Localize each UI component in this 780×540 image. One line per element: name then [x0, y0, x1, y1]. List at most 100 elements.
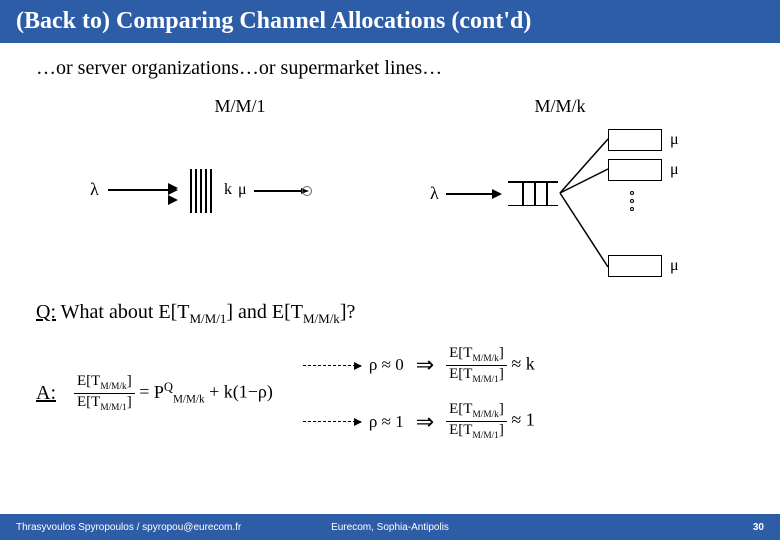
mmk-mu-2: μ: [670, 161, 679, 179]
num: E[TM/M/k]: [446, 401, 507, 422]
dot-icon: [630, 207, 634, 211]
result-rho0: ρ ≈ 0 ⇒ E[TM/M/k] E[TM/M/1] ≈ k: [303, 345, 535, 385]
bar-icon: [210, 169, 212, 213]
mm1-title: M/M/1: [90, 96, 390, 117]
t: M/M/1: [100, 403, 126, 413]
lhs-num: E[TM/M/k]: [74, 373, 135, 394]
r0-frac: E[TM/M/k] E[TM/M/1] ≈ k: [446, 345, 535, 385]
diagram-mmk: M/M/k λ: [430, 96, 690, 287]
t: ]: [499, 366, 504, 382]
server-box-1: [608, 129, 662, 151]
den: E[TM/M/1]: [446, 366, 507, 386]
q-mid: ] and E[T: [226, 301, 303, 323]
approx-k: ≈ k: [511, 353, 534, 373]
t: M/M/k: [472, 410, 498, 420]
q-after: ]?: [340, 301, 356, 323]
bar-icon: [508, 181, 558, 183]
server-box-k: [608, 255, 662, 277]
num: E[TM/M/k]: [446, 345, 507, 366]
t: M/M/1: [472, 431, 498, 441]
q-prefix: Q:: [36, 301, 56, 323]
slide-title: (Back to) Comparing Channel Allocations …: [0, 0, 780, 43]
mm1-arrow: [108, 189, 170, 191]
answer-row: A: E[TM/M/k] E[TM/M/1] = PQM/M/k + k(1−ρ…: [36, 345, 744, 442]
footer-bar: Thrasyvoulos Spyropoulos / spyropou@eure…: [0, 514, 780, 540]
q-text-1: What about E[T: [56, 301, 189, 323]
subtitle: …or server organizations…or supermarket …: [36, 57, 744, 80]
t: E[T: [77, 394, 100, 410]
t: E[T: [449, 401, 472, 417]
t: P: [154, 382, 164, 402]
results-block: ρ ≈ 0 ⇒ E[TM/M/k] E[TM/M/1] ≈ k ρ ≈ 1 ⇒: [303, 345, 535, 442]
frac: E[TM/M/k] E[TM/M/1]: [446, 401, 507, 441]
mmk-queue: [508, 181, 558, 206]
dot-icon: [630, 199, 634, 203]
frac: E[TM/M/k] E[TM/M/1]: [446, 345, 507, 385]
t: ]: [499, 422, 504, 438]
diagram-mm1: M/M/1 λ k μ: [90, 96, 390, 247]
diagrams-row: M/M/1 λ k μ: [36, 96, 744, 287]
t: M/M/k: [472, 354, 498, 364]
imply-icon: ⇒: [416, 352, 434, 378]
bar-icon: [205, 169, 207, 213]
pq: PQM/M/k: [154, 382, 205, 402]
t: E[T: [449, 345, 472, 361]
mm1-lambda: λ: [90, 179, 99, 200]
t: M/M/1: [472, 375, 498, 385]
imply-icon: ⇒: [416, 409, 434, 435]
mm1-queue-bars: [190, 169, 212, 213]
footer-left: Thrasyvoulos Spyropoulos / spyropou@eure…: [16, 522, 241, 533]
server-box-2: [608, 159, 662, 181]
sink-icon: [302, 186, 312, 196]
q-sub2: M/M/k: [303, 311, 340, 326]
approx-1: ≈ 1: [511, 410, 534, 430]
a-label: A:: [36, 382, 56, 405]
arrow-head-icon: [168, 183, 178, 193]
bar-icon: [534, 182, 536, 205]
mm1-out-arrow: [254, 190, 302, 192]
footer-center: Eurecom, Sophia-Antipolis: [331, 522, 449, 533]
den: E[TM/M/1]: [446, 422, 507, 442]
bar-icon: [200, 169, 202, 213]
mm1-k-label: k: [224, 181, 232, 199]
slide: (Back to) Comparing Channel Allocations …: [0, 0, 780, 540]
t: E[T: [449, 422, 472, 438]
eq: =: [139, 382, 154, 402]
t: E[T: [77, 373, 100, 389]
mmk-lambda: λ: [430, 183, 439, 204]
dash-arrow-icon: [303, 421, 361, 422]
dash-arrow-icon: [303, 365, 361, 366]
t: ]: [127, 394, 132, 410]
plus: + k(1−ρ): [209, 382, 273, 402]
mmk-mu-k: μ: [670, 257, 679, 275]
bar-icon: [522, 182, 524, 205]
r1-frac: E[TM/M/k] E[TM/M/1] ≈ 1: [446, 401, 535, 441]
bar-icon: [190, 169, 192, 213]
result-rho1: ρ ≈ 1 ⇒ E[TM/M/k] E[TM/M/1] ≈ 1: [303, 401, 535, 441]
dot-icon: [630, 191, 634, 195]
rho1: ρ ≈ 1: [369, 412, 404, 432]
mm1-body: λ k μ: [90, 127, 390, 247]
t: E[T: [449, 366, 472, 382]
answer-formula: E[TM/M/k] E[TM/M/1] = PQM/M/k + k(1−ρ): [74, 373, 273, 413]
arrow-head-icon: [492, 189, 502, 199]
mmk-title: M/M/k: [430, 96, 690, 117]
q-sub1: M/M/1: [189, 311, 226, 326]
rho0: ρ ≈ 0: [369, 355, 404, 375]
bar-icon: [195, 169, 197, 213]
t: ]: [499, 401, 504, 417]
arrow-head-icon: [168, 195, 178, 205]
mmk-in-arrow: [446, 193, 494, 195]
mmk-body: λ: [430, 127, 690, 287]
t: ]: [499, 345, 504, 361]
lhs-den: E[TM/M/1]: [74, 394, 135, 414]
mmk-mu-1: μ: [670, 131, 679, 149]
question-line: Q: What about E[TM/M/1] and E[TM/M/k]?: [36, 301, 744, 327]
page-number: 30: [753, 522, 764, 533]
t: ]: [127, 373, 132, 389]
t: M/M/k: [100, 382, 126, 392]
mm1-mu: μ: [238, 181, 247, 199]
bar-icon: [546, 182, 548, 205]
t: Q: [164, 380, 173, 394]
t: M/M/k: [173, 393, 205, 405]
